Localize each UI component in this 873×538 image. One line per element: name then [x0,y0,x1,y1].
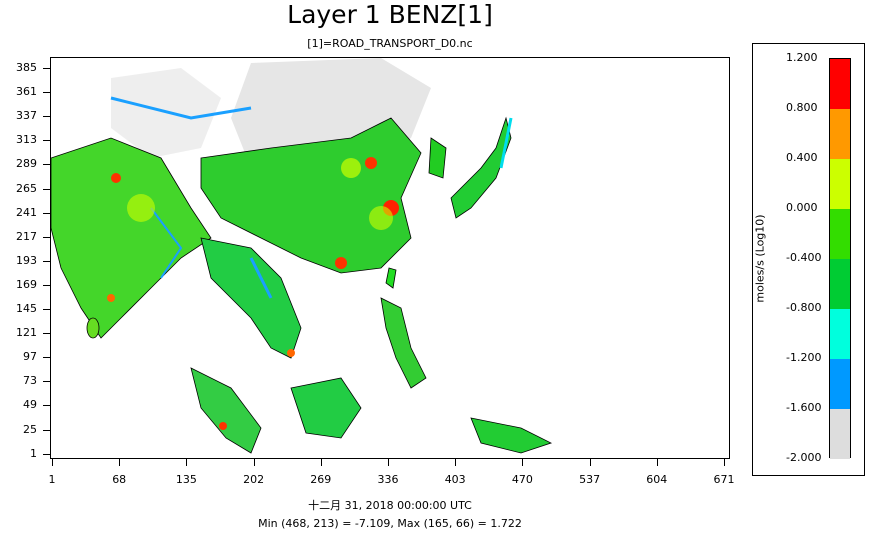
y-tick-label: 265 [16,181,37,195]
legend-color-segment [830,59,850,109]
legend-value-label: -0.400 [786,251,822,264]
y-tick-label: 337 [16,109,37,123]
y-tick-label: 121 [16,326,37,340]
legend-units: moles/s (Log10) [753,214,767,303]
y-tick-label: 385 [16,61,37,74]
y-tick-mark [43,453,50,455]
y-tick-label: 145 [16,302,37,315]
x-tick-mark [52,459,53,466]
map-subtitle: [1]=ROAD_TRANSPORT_D0.nc [307,37,473,50]
legend-color-segment [830,409,850,459]
y-tick-mark [43,116,50,118]
legend-color-segment [830,359,850,409]
y-tick-label: 361 [16,85,37,99]
color-scale-bar [829,58,851,459]
y-tick-label: 49 [23,398,37,412]
y-tick-mark [43,357,50,359]
map-timestamp: 十二月 31, 2018 00:00:00 UTC [308,499,472,512]
y-tick-label: 289 [16,157,37,171]
y-tick-label: 217 [16,229,37,243]
y-tick-mark [43,429,50,431]
y-tick-label: 313 [16,133,37,147]
x-tick-label: 537 [579,473,601,486]
x-tick-mark [724,459,725,466]
y-tick-mark [43,284,50,286]
x-tick-label: 671 [713,473,735,486]
map-title: Layer 1 BENZ[1] [287,0,493,29]
y-tick-mark [43,140,50,142]
y-tick-mark [43,188,50,190]
legend-color-segment [830,209,850,259]
x-tick-label: 135 [175,473,197,486]
x-tick-label: 1 [48,473,56,486]
legend-value-label: 0.800 [786,101,818,114]
y-tick-label: 73 [23,374,37,388]
x-tick-mark [320,459,322,466]
legend-color-segment [830,309,850,359]
x-tick-mark [186,459,188,466]
legend-value-label: -2.000 [786,451,822,464]
legend-value-label: 0.400 [786,151,818,164]
legend-color-segment [830,159,850,209]
y-tick-mark [43,212,50,214]
map-min-max: Min (468, 213) = -7.109, Max (165, 66) =… [258,517,522,530]
x-tick-mark [253,459,255,466]
legend-color-segment [830,259,850,309]
legend-value-label: -1.200 [786,351,822,364]
x-tick-mark [455,459,457,466]
legend-color-segment [830,109,850,159]
x-tick-mark [656,459,658,466]
y-tick-mark [43,164,50,166]
y-tick-mark [43,236,50,238]
y-tick-mark [43,333,50,335]
y-tick-label: 1 [30,446,37,460]
y-tick-label: 241 [16,205,37,219]
x-tick-mark [119,459,121,466]
x-tick-mark [522,459,524,466]
y-tick-label: 97 [23,350,37,364]
y-tick-mark [43,68,50,69]
y-tick-mark [43,309,50,310]
x-tick-label: 470 [511,473,533,486]
x-tick-label: 604 [646,473,668,486]
y-tick-mark [43,405,50,407]
x-tick-label: 403 [444,473,466,486]
x-tick-mark [589,459,591,466]
y-tick-label: 25 [23,422,37,436]
x-tick-label: 336 [377,473,399,486]
legend-value-label: -0.800 [786,301,822,314]
legend-value-label: 0.000 [786,201,818,214]
x-tick-label: 202 [243,473,265,486]
x-tick-mark [388,459,389,466]
legend-value-label: 1.200 [786,51,818,64]
map-plot-area[interactable] [50,57,730,459]
y-tick-mark [43,260,50,262]
legend-value-label: -1.600 [786,401,822,414]
y-tick-label: 193 [16,253,37,267]
y-tick-mark [43,92,50,94]
emission-map [51,58,729,458]
y-tick-label: 169 [16,277,37,291]
y-tick-mark [43,381,50,383]
x-tick-label: 68 [112,473,127,486]
x-tick-label: 269 [310,473,332,486]
